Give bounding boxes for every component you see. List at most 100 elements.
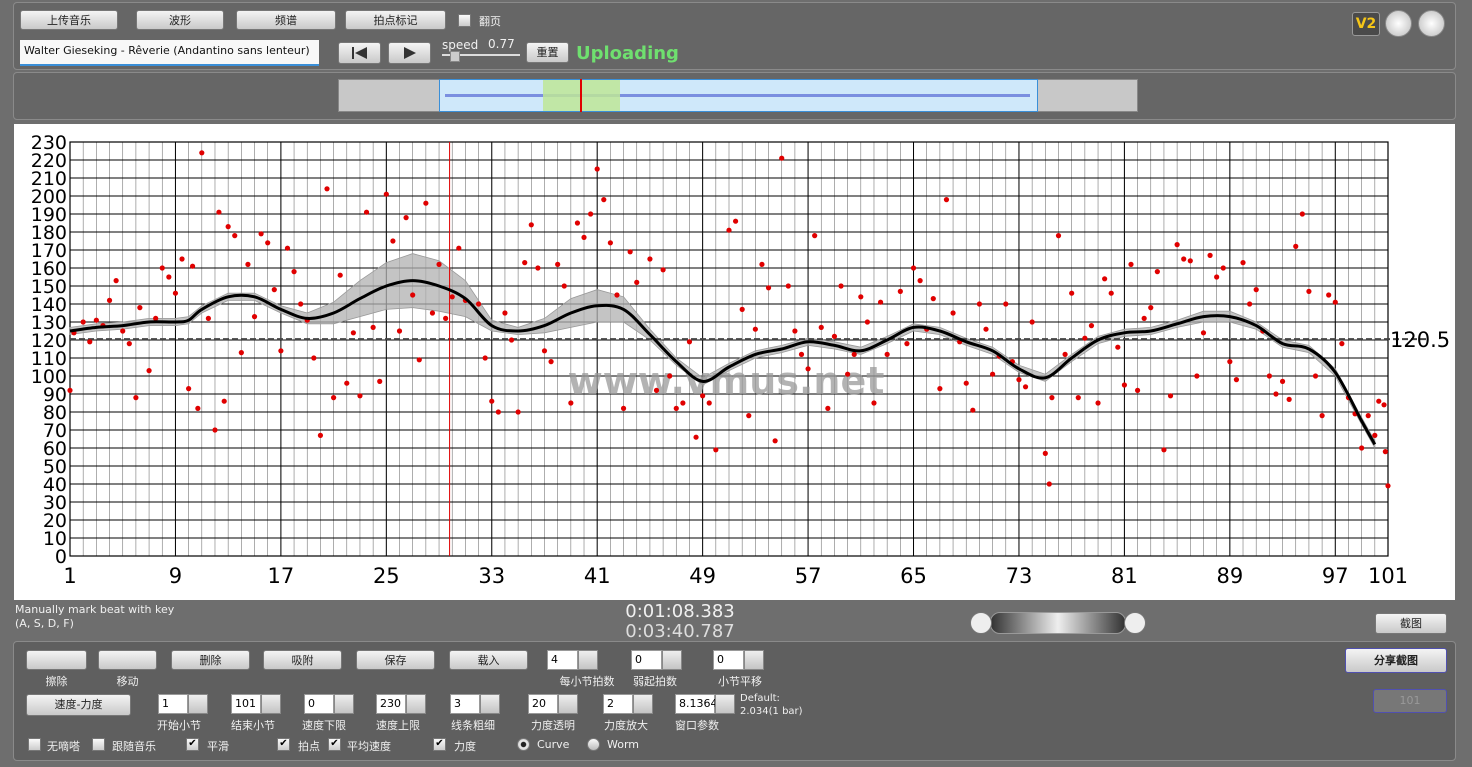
beat-point [752, 326, 758, 332]
speed-slider[interactable] [442, 54, 520, 56]
y-tick-label: 160 [31, 258, 67, 280]
version-logo[interactable]: V2 [1352, 12, 1380, 36]
spinner-arrows[interactable] [715, 694, 735, 714]
option-checkbox[interactable]: ✔ [433, 738, 446, 751]
move-button[interactable] [98, 650, 157, 670]
disabled-button: 101 [1373, 689, 1447, 713]
spinner-input[interactable]: 3 [450, 694, 480, 714]
beat-point [311, 355, 317, 361]
beat-point [1141, 315, 1147, 321]
spinner-input[interactable]: 101 [231, 694, 261, 714]
page-turn-checkbox[interactable] [458, 14, 471, 27]
beat-mark-button[interactable]: 拍点标记 [345, 10, 446, 30]
beat-point [1022, 384, 1029, 390]
beat-point [838, 283, 844, 289]
spinner-arrows[interactable] [578, 650, 598, 670]
beat-point [137, 305, 143, 311]
spinner-arrows[interactable] [261, 694, 281, 714]
load-button[interactable]: 载入 [449, 650, 528, 670]
speed-thumb[interactable] [450, 51, 460, 62]
y-tick-label: 10 [43, 528, 67, 550]
spinner-input[interactable]: 20 [528, 694, 558, 714]
spinner-arrows[interactable] [188, 694, 208, 714]
spinner-input[interactable]: 0 [304, 694, 334, 714]
mode-button[interactable]: 速度-力度 [26, 694, 131, 716]
delete-button[interactable]: 删除 [171, 650, 250, 670]
track-input[interactable]: Walter Gieseking - Rêverie (Andantino sa… [20, 40, 319, 66]
spinner-label: 开始小节 [157, 719, 201, 732]
beat-point [1227, 359, 1233, 365]
y-tick-label: 60 [43, 438, 67, 460]
confidence-band [69, 253, 1376, 450]
x-tick-label: 81 [1111, 564, 1138, 588]
beat-point [489, 398, 495, 404]
x-tick-label: 49 [689, 564, 716, 588]
spectrum-button[interactable]: 频谱 [236, 10, 336, 30]
upload-button[interactable]: 上传音乐 [20, 10, 118, 30]
spinner-input[interactable]: 2 [603, 694, 633, 714]
spinner-arrows[interactable] [334, 694, 354, 714]
spinner-arrows[interactable] [480, 694, 500, 714]
default-value: 2.034(1 bar) [740, 706, 803, 717]
spinner-input[interactable]: 0 [713, 650, 744, 670]
beat-point [825, 405, 831, 411]
spinner-input[interactable]: 230 [376, 694, 406, 714]
fullscreen-icon[interactable] [1418, 10, 1445, 37]
dynamics-slider[interactable] [990, 612, 1126, 634]
spinner-input[interactable]: 1 [158, 694, 188, 714]
spinner-arrows[interactable] [558, 694, 578, 714]
y-tick-label: 110 [31, 348, 67, 370]
beat-point [1194, 373, 1200, 379]
prev-button[interactable] [338, 42, 381, 64]
total-time: 0:03:40.787 [625, 621, 735, 642]
waveform-button[interactable]: 波形 [136, 10, 224, 30]
reset-button[interactable]: 重置 [526, 42, 569, 63]
y-tick-label: 40 [43, 474, 67, 496]
beat-point [159, 265, 165, 271]
erase-label: 擦除 [45, 675, 68, 688]
option-checkbox[interactable]: ✔ [186, 738, 199, 751]
option-checkbox[interactable]: ✔ [277, 738, 290, 751]
home-icon[interactable] [1385, 10, 1412, 37]
play-button[interactable] [388, 42, 431, 64]
beat-point [172, 290, 179, 296]
option-label: 力度 [454, 740, 476, 753]
share-screenshot-button[interactable]: 分享截图 [1345, 648, 1447, 673]
beat-point [726, 227, 732, 233]
beat-point [396, 328, 403, 334]
spinner-arrows[interactable] [633, 694, 653, 714]
spinner-input[interactable]: 8.1364 [675, 694, 718, 714]
screenshot-button[interactable]: 截图 [1375, 613, 1447, 634]
erase-button[interactable] [26, 650, 87, 670]
beat-point [377, 378, 383, 384]
beat-point [963, 380, 969, 386]
view-radio[interactable] [587, 738, 600, 751]
option-checkbox[interactable] [28, 738, 41, 751]
spinner-input[interactable]: 4 [547, 650, 578, 670]
spinner-arrows[interactable] [744, 650, 764, 670]
beat-point [1293, 243, 1299, 249]
beat-point [221, 398, 227, 404]
wave-icon[interactable] [970, 612, 992, 634]
view-radio[interactable] [517, 738, 530, 751]
wave-icon-right[interactable] [1124, 612, 1146, 634]
beat-point [1306, 288, 1312, 294]
beat-point [436, 261, 442, 267]
spinner-input[interactable]: 0 [631, 650, 662, 670]
spinner-arrows[interactable] [662, 650, 682, 670]
beat-point [871, 400, 877, 406]
beat-point [1069, 290, 1075, 296]
spinner-arrows[interactable] [406, 694, 426, 714]
beat-point [1134, 387, 1141, 393]
beat-point [522, 260, 528, 266]
spinner-label: 力度放大 [604, 719, 648, 732]
beat-point [858, 294, 864, 300]
overview-cursor [580, 79, 582, 112]
option-checkbox[interactable] [92, 738, 105, 751]
save-button[interactable]: 保存 [356, 650, 435, 670]
option-checkbox[interactable]: ✔ [328, 738, 341, 751]
beat-point [1273, 391, 1279, 397]
snap-button[interactable]: 吸附 [263, 650, 342, 670]
beat-point [1187, 258, 1193, 264]
beat-point [634, 279, 640, 285]
